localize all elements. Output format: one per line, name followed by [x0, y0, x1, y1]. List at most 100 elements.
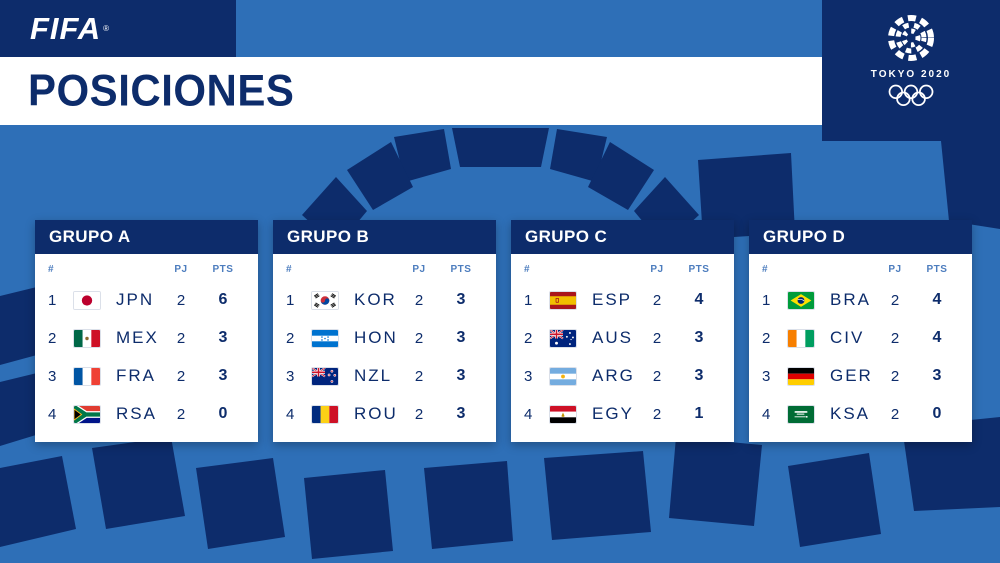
group-table: # PJ PTS 1 KOR 2 3 2 HON 2 3 3 NZL 2 3 4 ROU 2 3	[273, 254, 496, 442]
matches-played: 2	[176, 291, 186, 309]
fifa-logo: FIFA ®	[0, 0, 236, 57]
matches-played: 2	[652, 367, 662, 385]
team-code: KOR	[354, 290, 397, 309]
position-rank: 1	[762, 291, 771, 309]
fifa-registered-mark: ®	[103, 23, 110, 33]
table-row: 2 MEX 2 3	[35, 319, 258, 357]
fifa-wordmark: FIFA	[30, 10, 102, 46]
table-row: 1 ESP 2 4	[511, 281, 734, 319]
table-row: 2 AUS 2 3	[511, 319, 734, 357]
team-code: KSA	[830, 404, 871, 423]
civ-flag-icon	[788, 329, 814, 347]
column-pts-label: PTS	[212, 263, 234, 275]
column-pos-label: #	[286, 263, 293, 275]
matches-played: 2	[652, 291, 662, 309]
matches-played: 2	[176, 367, 186, 385]
team-code: MEX	[116, 328, 159, 347]
points: 3	[694, 329, 704, 346]
rsa-flag-icon	[74, 405, 100, 423]
points: 3	[456, 405, 466, 422]
tokyo2020-wordmark: TOKYO 2020	[870, 69, 952, 80]
rou-flag-icon	[312, 405, 338, 423]
points: 3	[456, 291, 466, 308]
matches-played: 2	[176, 405, 186, 423]
group-header: GRUPO A	[35, 220, 258, 254]
group-table: # PJ PTS 1 JPN 2 6 2 MEX 2 3 3 FRA 2 3 4 RSA 2 0	[35, 254, 258, 442]
group-header: GRUPO B	[273, 220, 496, 254]
kor-flag-icon	[312, 291, 338, 309]
column-headers: # PJ PTS	[35, 257, 258, 281]
points: 3	[218, 329, 228, 346]
team-code: HON	[354, 328, 398, 347]
aus-flag-icon	[550, 329, 576, 347]
group-card: GRUPO A # PJ PTS 1 JPN 2 6 2 MEX 2 3 3 FRA 2 3 4 RSA 2…	[35, 220, 258, 442]
bra-flag-icon	[788, 291, 814, 309]
team-code: JPN	[116, 290, 155, 309]
matches-played: 2	[176, 329, 186, 347]
position-rank: 3	[48, 367, 57, 385]
column-pj-label: PJ	[650, 263, 664, 275]
table-row: 2 HON 2 3	[273, 319, 496, 357]
points: 0	[218, 405, 228, 422]
team-rows: 1 BRA 2 4 2 CIV 2 4 3 GER 2 3 4 KSA 2 0	[749, 281, 972, 433]
tokyo2020-emblem-panel: TOKYO 2020	[822, 0, 1000, 141]
arg-flag-icon	[550, 367, 576, 385]
group-card: GRUPO D # PJ PTS 1 BRA 2 4 2 CIV 2 4 3 GER 2 3 4 KSA 2…	[749, 220, 972, 442]
team-code: CIV	[830, 328, 865, 347]
page-title: POSICIONES	[28, 65, 295, 116]
table-row: 3 NZL 2 3	[273, 357, 496, 395]
position-rank: 4	[524, 405, 533, 423]
jpn-flag-icon	[74, 291, 100, 309]
table-row: 4 RSA 2 0	[35, 395, 258, 433]
table-row: 4 KSA 2 0	[749, 395, 972, 433]
group-title: GRUPO D	[763, 227, 846, 246]
position-rank: 1	[286, 291, 295, 309]
points: 4	[932, 291, 942, 308]
column-headers: # PJ PTS	[749, 257, 972, 281]
table-row: 1 BRA 2 4	[749, 281, 972, 319]
team-code: NZL	[354, 366, 393, 385]
position-rank: 2	[524, 329, 533, 347]
group-card: GRUPO C # PJ PTS 1 ESP 2 4 2 AUS 2 3 3 ARG 2 3 4 EGY 2…	[511, 220, 734, 442]
matches-played: 2	[414, 405, 424, 423]
table-row: 1 JPN 2 6	[35, 281, 258, 319]
matches-played: 2	[414, 329, 424, 347]
esp-flag-icon	[550, 291, 576, 309]
column-headers: # PJ PTS	[511, 257, 734, 281]
group-title: GRUPO B	[287, 227, 370, 246]
column-pos-label: #	[48, 263, 55, 275]
position-rank: 1	[524, 291, 533, 309]
team-code: RSA	[116, 404, 157, 423]
team-code: FRA	[116, 366, 156, 385]
points: 4	[694, 291, 704, 308]
team-code: GER	[830, 366, 873, 385]
points: 3	[456, 367, 466, 384]
table-row: 4 ROU 2 3	[273, 395, 496, 433]
points: 3	[456, 329, 466, 346]
matches-played: 2	[652, 329, 662, 347]
points: 3	[218, 367, 228, 384]
table-row: 3 GER 2 3	[749, 357, 972, 395]
team-code: BRA	[830, 290, 871, 309]
title-band: POSICIONES	[0, 57, 822, 125]
table-row: 2 CIV 2 4	[749, 319, 972, 357]
position-rank: 1	[48, 291, 57, 309]
nzl-flag-icon	[312, 367, 338, 385]
matches-played: 2	[890, 367, 900, 385]
column-pj-label: PJ	[412, 263, 426, 275]
table-row: 3 ARG 2 3	[511, 357, 734, 395]
group-card: GRUPO B # PJ PTS 1 KOR 2 3 2 HON 2 3 3 NZL 2 3 4 ROU 2…	[273, 220, 496, 442]
team-rows: 1 KOR 2 3 2 HON 2 3 3 NZL 2 3 4 ROU 2 3	[273, 281, 496, 433]
position-rank: 3	[524, 367, 533, 385]
groups-container: GRUPO A # PJ PTS 1 JPN 2 6 2 MEX 2 3 3 FRA 2 3 4 RSA 2…	[35, 220, 972, 442]
column-headers: # PJ PTS	[273, 257, 496, 281]
group-table: # PJ PTS 1 BRA 2 4 2 CIV 2 4 3 GER 2 3 4 KSA 2 0	[749, 254, 972, 442]
matches-played: 2	[890, 291, 900, 309]
matches-played: 2	[890, 329, 900, 347]
hon-flag-icon	[312, 329, 338, 347]
position-rank: 2	[762, 329, 771, 347]
column-pts-label: PTS	[688, 263, 710, 275]
column-pj-label: PJ	[888, 263, 902, 275]
points: 1	[694, 405, 704, 422]
